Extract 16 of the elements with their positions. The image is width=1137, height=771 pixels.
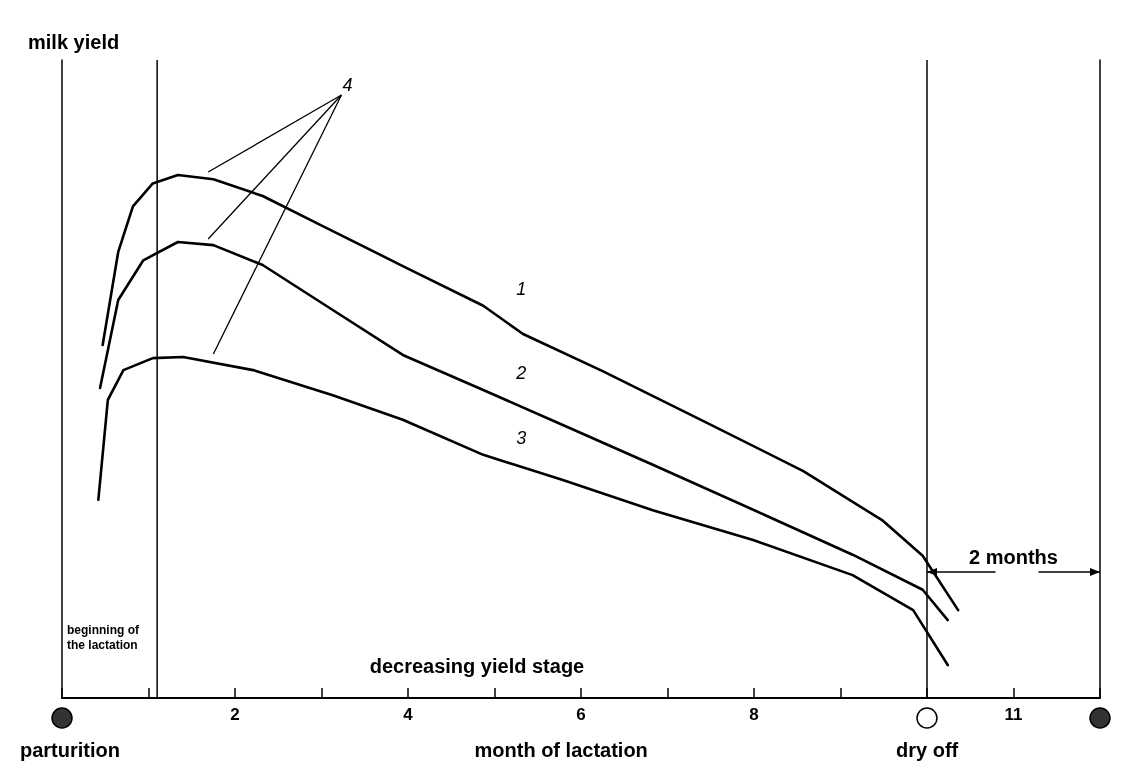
annotation: decreasing yield stage: [369, 654, 585, 678]
x-tick-label: 11: [1004, 705, 1023, 724]
x-tick-label: 4: [403, 705, 414, 724]
series-label: 1: [516, 279, 527, 301]
text: 4: [342, 74, 353, 96]
annotation: 2 months: [969, 546, 1058, 570]
series-label: 3: [516, 428, 527, 450]
x-tick-label: 2: [230, 705, 240, 724]
x-tick-label: 6: [576, 705, 586, 724]
annotation: beginning of the lactation: [67, 623, 140, 653]
text: dry off: [896, 738, 959, 762]
text: parturition: [20, 738, 120, 762]
series-label: 2: [516, 363, 527, 385]
x-axis-title: month of lactation: [474, 738, 648, 762]
x-tick-label: 8: [749, 705, 759, 724]
text: milk yield: [28, 30, 120, 54]
